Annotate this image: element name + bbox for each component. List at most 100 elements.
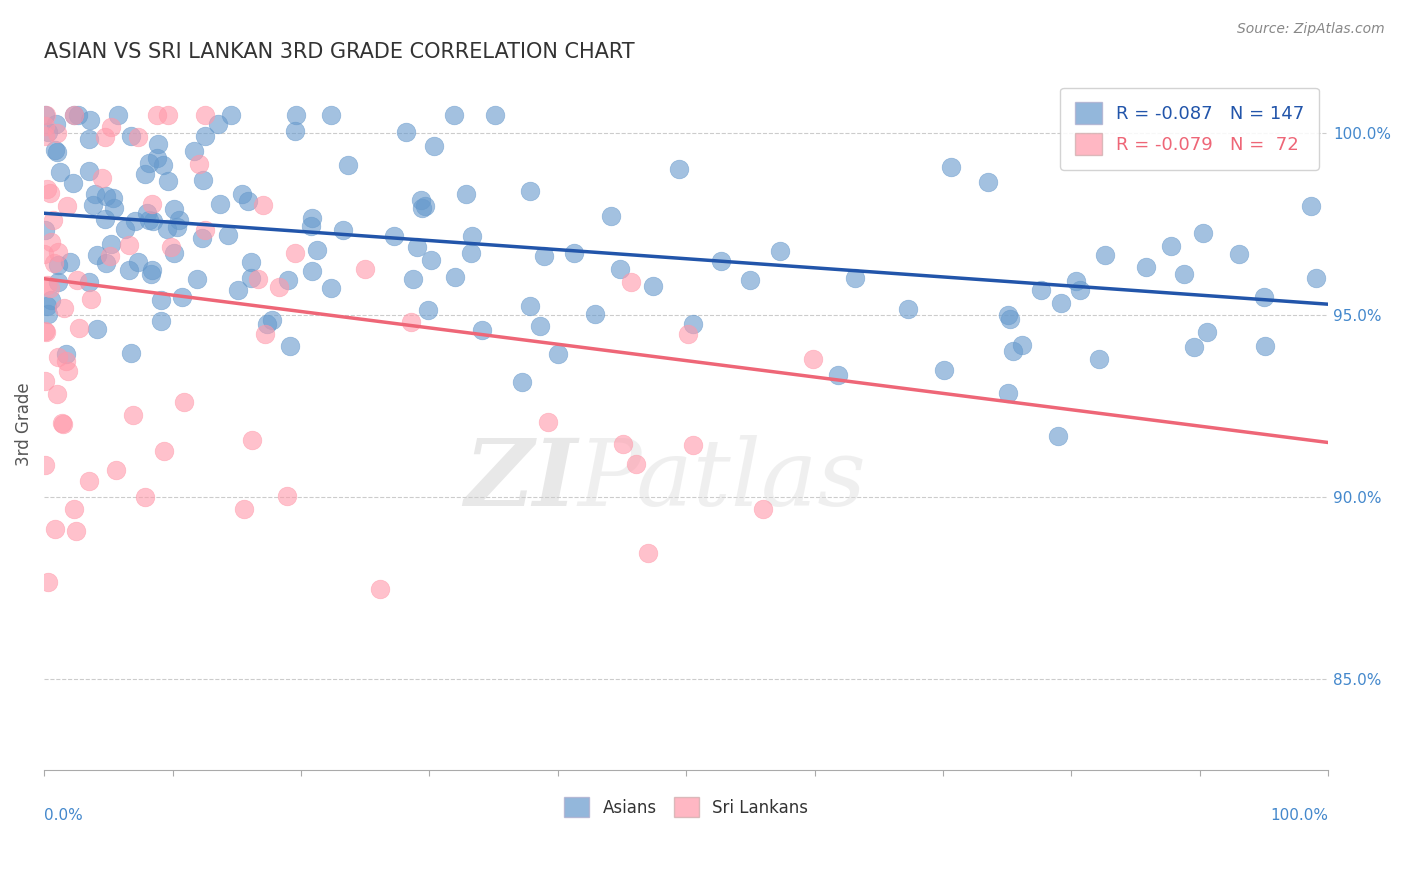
Point	[127, 130, 149, 145]
Point	[252, 197, 274, 211]
Point	[533, 249, 555, 263]
Point	[58, 364, 80, 378]
Point	[519, 185, 541, 199]
Point	[163, 202, 186, 216]
Point	[187, 157, 209, 171]
Point	[170, 290, 193, 304]
Point	[643, 278, 665, 293]
Point	[562, 246, 585, 260]
Point	[82, 198, 104, 212]
Point	[52, 417, 75, 431]
Point	[422, 138, 444, 153]
Point	[419, 252, 441, 267]
Point	[254, 326, 277, 341]
Point	[44, 144, 66, 158]
Point	[240, 255, 263, 269]
Point	[86, 322, 108, 336]
Point	[94, 189, 117, 203]
Point	[41, 293, 63, 308]
Point	[801, 352, 824, 367]
Point	[86, 248, 108, 262]
Point	[401, 315, 423, 329]
Point	[301, 264, 323, 278]
Point	[167, 212, 190, 227]
Point	[55, 347, 77, 361]
Point	[1173, 267, 1195, 281]
Point	[307, 244, 329, 258]
Point	[676, 326, 699, 341]
Point	[77, 164, 100, 178]
Point	[236, 194, 259, 209]
Point	[120, 128, 142, 143]
Point	[484, 108, 506, 122]
Point	[456, 186, 478, 201]
Point	[156, 108, 179, 122]
Point	[173, 395, 195, 409]
Point	[637, 545, 659, 559]
Point	[100, 120, 122, 134]
Point	[402, 271, 425, 285]
Point	[209, 197, 232, 211]
Point	[94, 129, 117, 144]
Point	[284, 123, 307, 137]
Point	[107, 108, 129, 122]
Point	[77, 275, 100, 289]
Point	[120, 346, 142, 360]
Point	[152, 444, 174, 458]
Point	[51, 416, 73, 430]
Point	[117, 237, 139, 252]
Point	[37, 575, 59, 590]
Point	[232, 502, 254, 516]
Point	[141, 263, 163, 277]
Point	[260, 312, 283, 326]
Point	[1088, 351, 1111, 366]
Point	[299, 219, 322, 233]
Point	[34, 128, 56, 143]
Point	[247, 272, 270, 286]
Point	[583, 307, 606, 321]
Point	[90, 170, 112, 185]
Point	[152, 157, 174, 171]
Point	[62, 176, 84, 190]
Point	[66, 273, 89, 287]
Text: ZI: ZI	[464, 434, 576, 524]
Point	[444, 270, 467, 285]
Point	[138, 156, 160, 170]
Point	[710, 253, 733, 268]
Point	[118, 262, 141, 277]
Point	[1192, 226, 1215, 240]
Point	[35, 299, 58, 313]
Point	[79, 112, 101, 127]
Point	[62, 108, 84, 122]
Point	[55, 354, 77, 368]
Point	[934, 363, 956, 377]
Point	[38, 186, 60, 201]
Point	[460, 245, 482, 260]
Point	[217, 227, 239, 242]
Point	[939, 160, 962, 174]
Point	[239, 270, 262, 285]
Point	[35, 108, 58, 122]
Text: 0.0%: 0.0%	[44, 808, 83, 823]
Point	[139, 267, 162, 281]
Point	[1135, 260, 1157, 275]
Point	[471, 323, 494, 337]
Point	[65, 524, 87, 538]
Point	[1094, 248, 1116, 262]
Point	[166, 219, 188, 234]
Point	[461, 229, 484, 244]
Point	[1305, 271, 1327, 285]
Point	[138, 212, 160, 227]
Point	[827, 368, 849, 382]
Point	[752, 501, 775, 516]
Point	[191, 231, 214, 245]
Point	[46, 386, 69, 401]
Point	[45, 118, 67, 132]
Point	[134, 167, 156, 181]
Point	[1195, 325, 1218, 339]
Point	[186, 272, 208, 286]
Point	[100, 237, 122, 252]
Point	[769, 244, 792, 259]
Point	[103, 202, 125, 216]
Point	[668, 161, 690, 176]
